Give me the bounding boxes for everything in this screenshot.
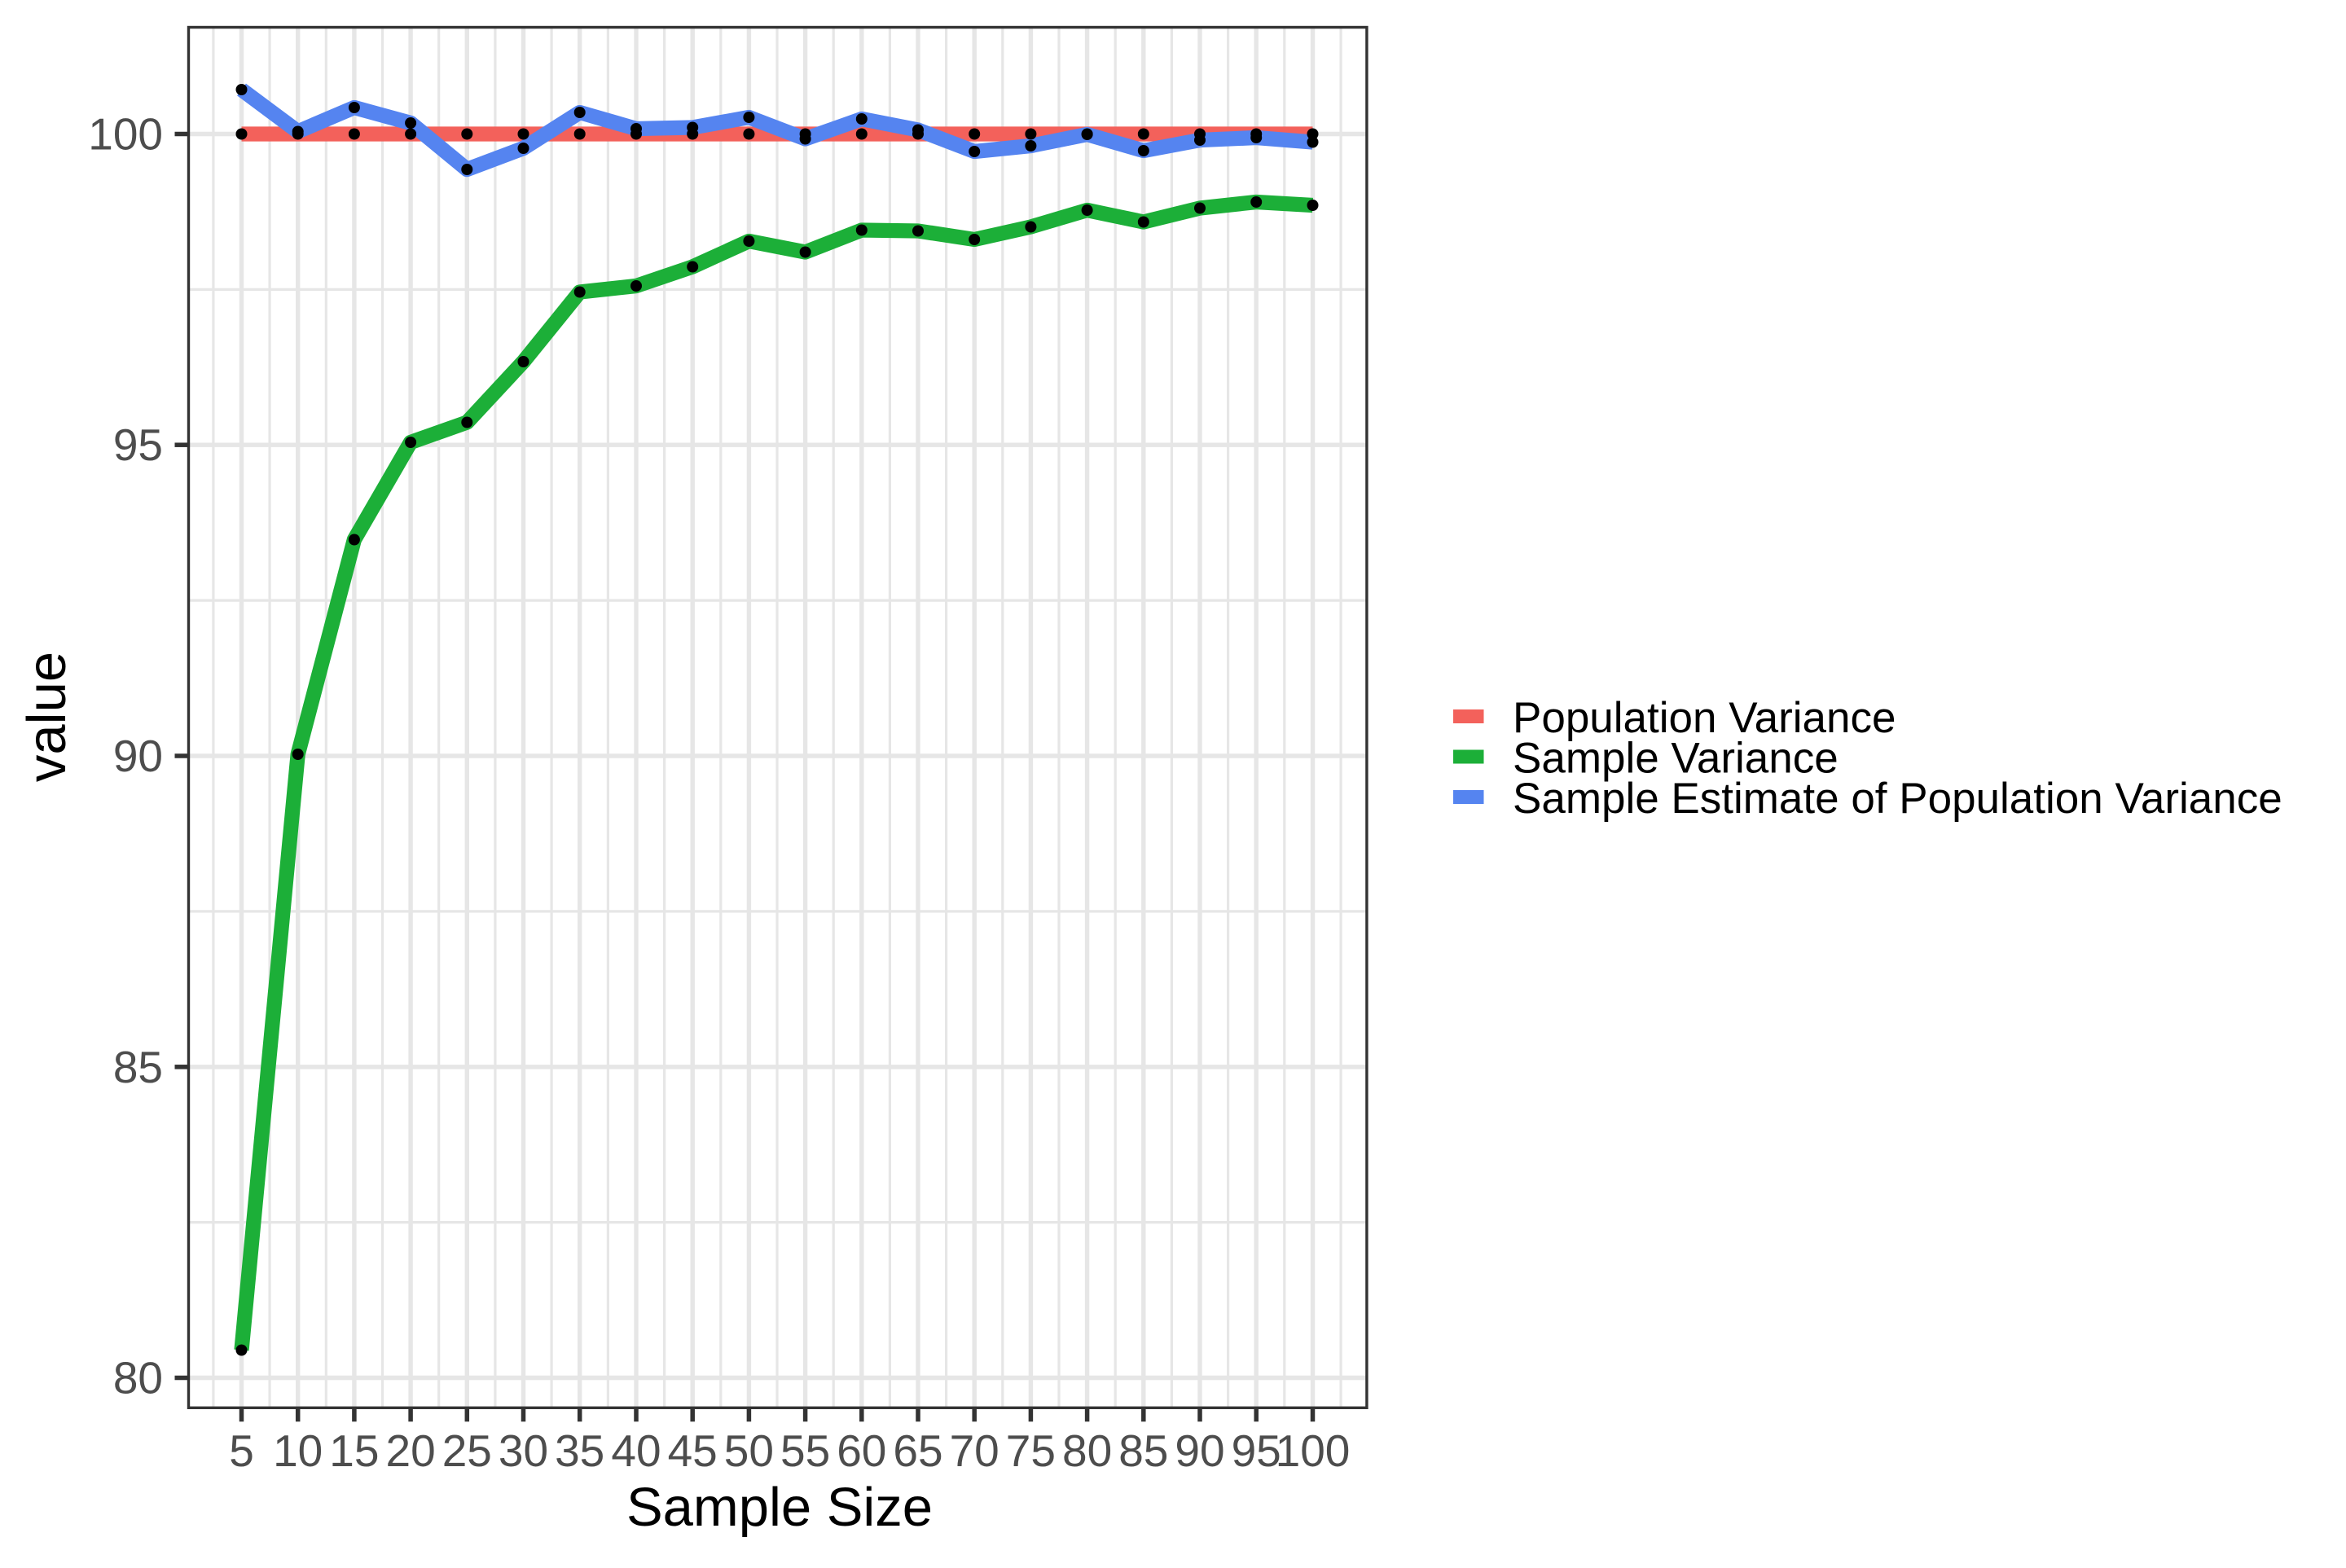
svg-text:20: 20 — [386, 1425, 436, 1476]
svg-text:Sample Variance: Sample Variance — [1513, 735, 1839, 783]
svg-text:90: 90 — [1175, 1425, 1224, 1476]
svg-text:15: 15 — [329, 1425, 379, 1476]
svg-text:10: 10 — [273, 1425, 323, 1476]
svg-text:30: 30 — [499, 1425, 548, 1476]
svg-text:95: 95 — [113, 419, 163, 470]
svg-text:100: 100 — [88, 109, 163, 160]
svg-text:85: 85 — [1118, 1425, 1168, 1476]
svg-text:Sample Size: Sample Size — [626, 1477, 933, 1538]
svg-text:75: 75 — [1006, 1425, 1056, 1476]
svg-text:45: 45 — [668, 1425, 718, 1476]
svg-text:40: 40 — [611, 1425, 661, 1476]
svg-text:80: 80 — [1062, 1425, 1112, 1476]
svg-text:90: 90 — [113, 731, 163, 781]
svg-text:55: 55 — [780, 1425, 830, 1476]
svg-text:85: 85 — [113, 1042, 163, 1092]
svg-text:70: 70 — [950, 1425, 999, 1476]
svg-text:60: 60 — [837, 1425, 886, 1476]
svg-text:25: 25 — [442, 1425, 492, 1476]
svg-text:Population Variance: Population Variance — [1513, 694, 1896, 742]
svg-text:95: 95 — [1232, 1425, 1281, 1476]
svg-text:Sample Estimate of Population: Sample Estimate of Population Variance — [1513, 775, 2282, 823]
svg-text:80: 80 — [113, 1353, 163, 1403]
svg-text:35: 35 — [555, 1425, 604, 1476]
svg-text:65: 65 — [893, 1425, 942, 1476]
svg-text:value: value — [16, 652, 77, 782]
svg-text:5: 5 — [229, 1425, 254, 1476]
svg-text:100: 100 — [1276, 1425, 1351, 1476]
svg-text:50: 50 — [724, 1425, 774, 1476]
